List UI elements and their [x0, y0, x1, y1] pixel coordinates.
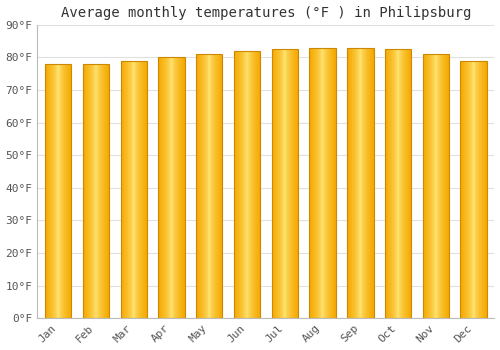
Bar — [310, 48, 336, 318]
Bar — [422, 54, 449, 318]
Bar — [158, 57, 184, 318]
Title: Average monthly temperatures (°F ) in Philipsburg: Average monthly temperatures (°F ) in Ph… — [60, 6, 471, 20]
Bar — [196, 54, 222, 318]
Bar — [347, 48, 374, 318]
Bar — [385, 49, 411, 318]
Bar — [120, 61, 147, 318]
Bar — [272, 49, 298, 318]
Bar — [460, 61, 487, 318]
Bar — [82, 64, 109, 318]
Bar — [234, 51, 260, 318]
Bar — [45, 64, 72, 318]
